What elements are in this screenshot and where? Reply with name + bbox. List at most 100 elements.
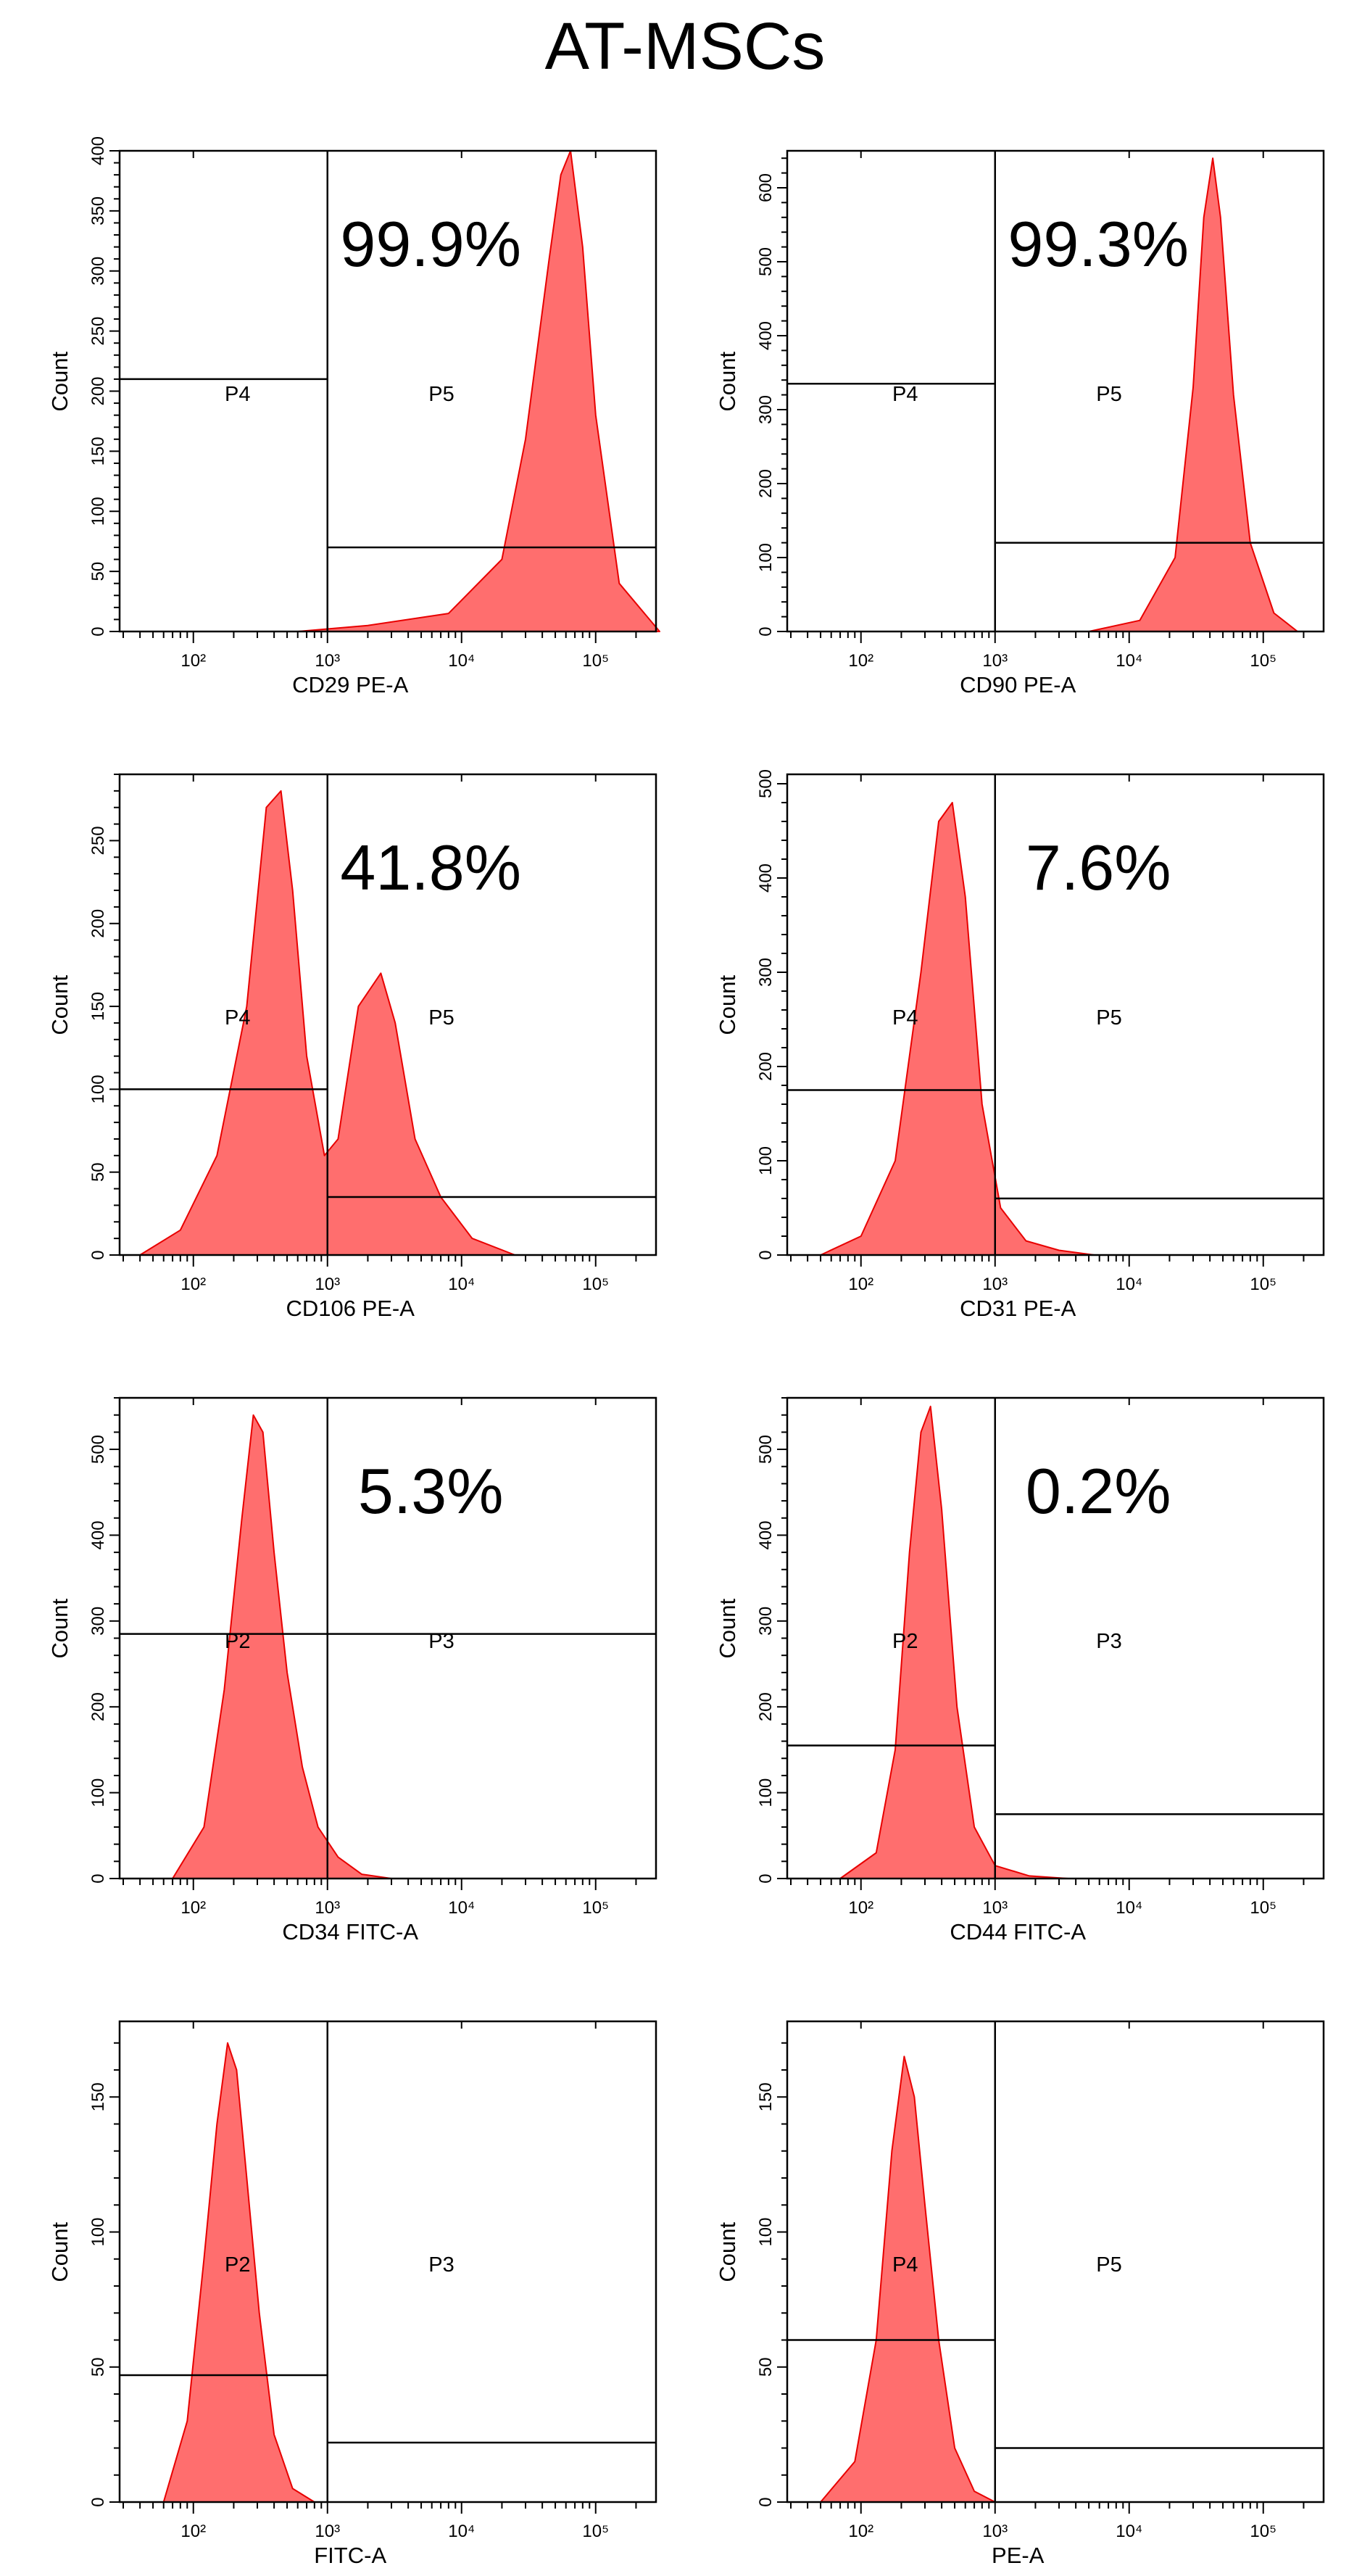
histogram-area: [296, 150, 660, 632]
x-tick-label: 10⁵: [582, 651, 609, 671]
y-tick-label: 200: [88, 1692, 108, 1721]
y-tick-label: 0: [88, 2497, 108, 2506]
y-axis-label: Count: [715, 351, 740, 411]
y-tick-label: 400: [756, 1520, 776, 1549]
x-tick-label: 10³: [982, 1898, 1008, 1918]
y-axis-label: Count: [715, 2221, 740, 2282]
x-tick-label: 10⁵: [1250, 2522, 1276, 2541]
histogram-panel-7: P2 P3 10² 10³ 10⁴ 10⁵ 0 50 100 150 FITC-A Count: [47, 2020, 657, 2568]
y-tick-label: 150: [88, 992, 108, 1021]
y-tick-label: 250: [88, 317, 108, 346]
gate-label-p3: P3: [428, 1630, 454, 1653]
y-tick-label: 500: [756, 769, 776, 798]
y-tick-label: 0: [88, 626, 108, 636]
gate-label-p4: P4: [892, 383, 918, 406]
plot-frame: [118, 2020, 657, 2503]
plot-frame: [786, 2020, 1325, 2503]
x-tick-label: 10²: [180, 2522, 206, 2541]
x-tick-label: 10³: [982, 2522, 1008, 2541]
y-tick-label: 100: [756, 543, 776, 572]
y-tick-label: 50: [88, 562, 108, 581]
x-tick-label: 10⁵: [582, 1275, 609, 1294]
y-tick-label: 150: [88, 436, 108, 465]
y-tick-label: 500: [756, 1435, 776, 1464]
y-axis-label: Count: [715, 1598, 740, 1658]
plot-frame: [786, 773, 1325, 1256]
x-axis-label: CD106 PE-A: [286, 1296, 415, 1321]
y-tick-label: 500: [88, 1435, 108, 1464]
x-tick-label: 10³: [315, 651, 340, 671]
x-tick-label: 10⁴: [448, 651, 475, 671]
gate-label-p5: P5: [1096, 2253, 1121, 2277]
percent-positive-label: 41.8%: [340, 832, 521, 903]
x-axis-label: FITC-A: [314, 2543, 386, 2568]
y-tick-label: 0: [756, 2497, 776, 2506]
histogram-area: [162, 2042, 315, 2503]
gate-label-p5: P5: [1096, 1006, 1121, 1030]
plot-frame: [118, 773, 657, 1256]
x-tick-label: 10³: [982, 1275, 1008, 1294]
figure-title: AT-MSCs: [544, 9, 826, 83]
histogram-panel-3: P4 P5 41.8% 10² 10³ 10⁴ 10⁵ 0 50 100 150 200 250 CD10…: [47, 773, 657, 1321]
x-tick-label: 10⁴: [1116, 1898, 1142, 1918]
y-tick-label: 100: [88, 1074, 108, 1103]
percent-positive-label: 5.3%: [358, 1455, 504, 1527]
gate-label-p4: P4: [225, 1006, 250, 1030]
y-tick-label: 0: [756, 1873, 776, 1883]
y-tick-label: 200: [88, 909, 108, 938]
histogram-area: [820, 2055, 996, 2503]
plot-frame: [786, 149, 1325, 633]
percent-positive-label: 99.3%: [1008, 208, 1189, 280]
x-tick-label: 10²: [180, 651, 206, 671]
y-tick-label: 100: [756, 1778, 776, 1807]
y-tick-label: 300: [88, 257, 108, 286]
x-tick-label: 10⁴: [1116, 1275, 1142, 1294]
x-axis-label: CD31 PE-A: [960, 1296, 1076, 1321]
y-tick-label: 350: [88, 196, 108, 225]
y-tick-label: 200: [88, 376, 108, 405]
y-axis-label: Count: [47, 974, 72, 1035]
y-tick-label: 600: [756, 173, 776, 202]
y-axis-label: Count: [47, 1598, 72, 1658]
histogram-panel-6: P2 P3 0.2% 10² 10³ 10⁴ 10⁵ 0 100 200 300 400 500 CD44…: [715, 1396, 1325, 1945]
gate-label-p5: P5: [1096, 383, 1121, 406]
percent-positive-label: 0.2%: [1026, 1455, 1171, 1527]
y-tick-label: 200: [756, 1052, 776, 1081]
gate-label-p3: P3: [1096, 1630, 1121, 1653]
x-tick-label: 10⁵: [582, 1898, 609, 1918]
y-tick-label: 50: [756, 2357, 776, 2377]
x-tick-label: 10⁵: [1250, 651, 1276, 671]
x-tick-label: 10⁵: [582, 2522, 609, 2541]
gate-label-p4: P4: [892, 1006, 918, 1030]
y-tick-label: 500: [756, 247, 776, 276]
x-axis-label: CD29 PE-A: [292, 672, 409, 697]
y-tick-label: 0: [756, 1250, 776, 1259]
x-tick-label: 10³: [315, 1275, 340, 1294]
histogram-panel-5: P2 P3 5.3% 10² 10³ 10⁴ 10⁵ 0 100 200 300 400 500 CD34…: [47, 1396, 657, 1945]
percent-positive-label: 99.9%: [340, 208, 521, 280]
y-tick-label: 150: [756, 2082, 776, 2111]
y-tick-label: 150: [88, 2082, 108, 2111]
x-tick-label: 10³: [315, 1898, 340, 1918]
y-axis-label: Count: [47, 351, 72, 411]
gate-label-p4: P4: [225, 383, 250, 406]
gate-label-p3: P3: [428, 2253, 454, 2277]
y-tick-label: 400: [756, 864, 776, 893]
y-tick-label: 0: [756, 626, 776, 636]
x-tick-label: 10⁴: [448, 1275, 475, 1294]
histogram-area: [839, 1405, 1069, 1879]
x-axis-label: CD90 PE-A: [960, 672, 1076, 697]
x-tick-label: 10⁵: [1250, 1275, 1276, 1294]
histogram-panel-4: P4 P5 7.6% 10² 10³ 10⁴ 10⁵ 0 100 200 300 400 500 CD31…: [715, 769, 1325, 1321]
histogram-area: [139, 790, 516, 1256]
gate-label-p2: P2: [892, 1630, 918, 1653]
y-axis-label: Count: [47, 2221, 72, 2282]
x-tick-label: 10⁵: [1250, 1898, 1276, 1918]
x-tick-label: 10³: [315, 2522, 340, 2541]
x-axis-label: CD34 FITC-A: [282, 1919, 418, 1945]
y-tick-label: 300: [756, 395, 776, 424]
y-tick-label: 0: [88, 1250, 108, 1259]
y-tick-label: 200: [756, 1692, 776, 1721]
x-tick-label: 10⁴: [1116, 651, 1142, 671]
gate-label-p4: P4: [892, 2253, 918, 2277]
